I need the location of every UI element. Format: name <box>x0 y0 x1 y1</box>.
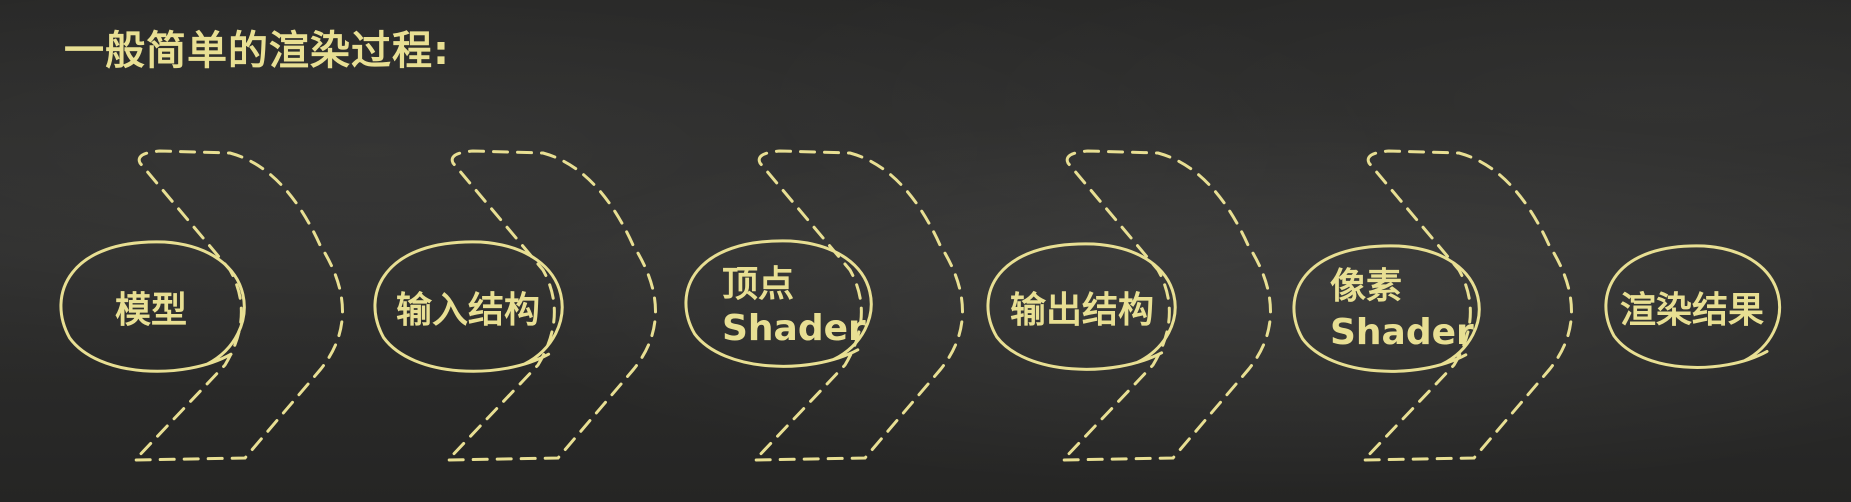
stage-ellipse-render-result <box>1604 244 1782 369</box>
stage-ellipse-model <box>59 240 246 373</box>
stage-label-render-result: 渲染结果 <box>1620 290 1764 331</box>
stage-ellipses <box>59 239 1782 373</box>
chevron-arrow-4 <box>1059 149 1272 462</box>
stage-label-output-structure: 输出结构 <box>1010 290 1154 331</box>
stage-label-pixel-shader-line-1: 像素 <box>1330 266 1402 307</box>
page-title: 一般简单的渲染过程: <box>64 28 450 74</box>
stage-ellipse-output-structure <box>986 242 1177 371</box>
chevron-arrow-5 <box>1360 149 1573 462</box>
stage-ellipse-pixel-shader <box>1292 244 1481 373</box>
stage-label-pixel-shader-line-2: Shader <box>1330 312 1474 353</box>
chevron-arrow-3 <box>751 149 964 462</box>
stage-label-input-structure: 输入结构 <box>396 290 540 331</box>
stage-ellipse-input-structure <box>373 240 564 373</box>
stage-label-model: 模型 <box>115 290 187 331</box>
chevron-arrow-2 <box>444 149 657 462</box>
stage-label-vertex-shader-line-1: 顶点 <box>722 264 794 305</box>
stage-ellipse-vertex-shader <box>684 239 873 368</box>
stage-label-vertex-shader-line-2: Shader <box>722 308 866 349</box>
